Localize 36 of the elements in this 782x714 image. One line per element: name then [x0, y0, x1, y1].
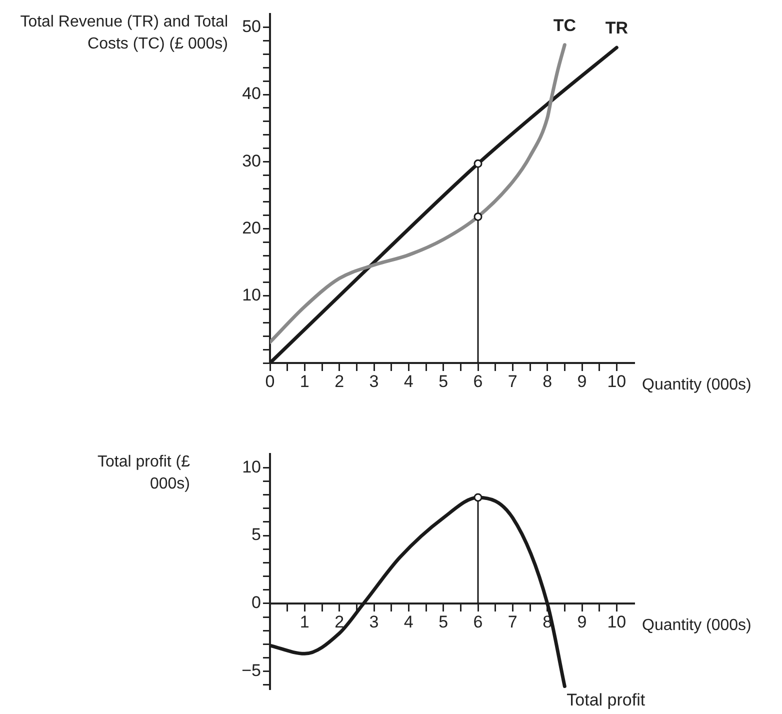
x-tick-label: 10: [607, 372, 626, 391]
x-tick-label: 1: [300, 612, 310, 632]
y-tick-label: −5: [242, 661, 261, 680]
y-tick-label: 50: [242, 17, 261, 36]
y-tick-label: 10: [242, 457, 261, 476]
x-tick-label: 7: [508, 372, 518, 391]
x-tick-label: 10: [607, 612, 626, 632]
y-tick-label: 0: [252, 593, 261, 612]
x-tick-label: 3: [369, 612, 379, 632]
x-tick-label: 3: [369, 372, 379, 391]
x-tick-label: 1: [300, 372, 310, 391]
x-tick-label: 2: [334, 612, 344, 632]
x-tick-label: 6: [473, 612, 483, 632]
x-tick-label: 6: [473, 372, 483, 391]
x-axis-title: Quantity (000s): [642, 616, 752, 634]
x-tick-label: 5: [438, 612, 448, 632]
y-tick-label: 30: [242, 151, 261, 170]
y-axis-title: Total Revenue (TR) and Total Costs (TC) (£ 000s): [20, 13, 228, 52]
x-tick-label: 7: [508, 612, 518, 632]
y-axis-title: Total profit (£ 000s): [98, 453, 190, 492]
x-tick-label: 4: [404, 612, 414, 632]
series-label: TR: [605, 18, 628, 38]
y-tick-label: 40: [242, 84, 261, 104]
series-label: TC: [553, 16, 576, 36]
x-tick-label: 5: [438, 372, 448, 391]
x-tick-label: 8: [542, 372, 552, 391]
series-label: Total profit: [566, 690, 646, 710]
x-tick-label: 0: [265, 372, 275, 391]
x-tick-label: 9: [577, 372, 587, 391]
y-tick-label: 10: [242, 286, 261, 305]
x-tick-label: 9: [577, 612, 587, 632]
x-axis-title: Quantity (000s): [642, 376, 752, 394]
x-tick-label: 4: [404, 372, 414, 391]
y-tick-label: 5: [252, 525, 261, 544]
x-tick-label: 2: [334, 372, 344, 391]
y-tick-label: 20: [242, 218, 261, 238]
